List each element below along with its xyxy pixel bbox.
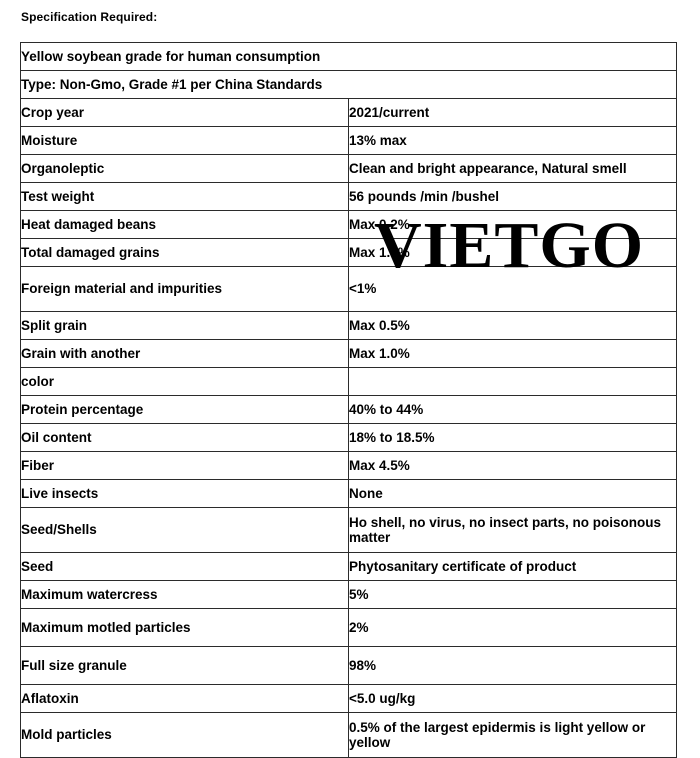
table-row: Moisture 13% max [20,126,677,155]
row-value: 5% [348,580,677,609]
row-label: Test weight [20,182,349,211]
table-row: Maximum motled particles 2% [20,608,677,647]
specification-document: Specification Required: Yellow soybean g… [20,10,677,758]
product-type-cell: Type: Non-Gmo, Grade #1 per China Standa… [20,70,677,99]
row-label: Crop year [20,98,349,127]
row-value: 56 pounds /min /bushel [348,182,677,211]
table-row: Fiber Max 4.5% [20,451,677,480]
row-label: Split grain [20,311,349,340]
row-label: Grain with another [20,339,349,368]
table-row: Total damaged grains Max 1.0% [20,238,677,267]
row-label: Fiber [20,451,349,480]
row-value: Clean and bright appearance, Natural sme… [348,154,677,183]
table-row: Heat damaged beans Max 0.2% [20,210,677,239]
table-row-banner: Yellow soybean grade for human consumpti… [20,42,677,71]
row-value: Ho shell, no virus, no insect parts, no … [348,507,677,553]
row-value: 98% [348,646,677,685]
row-label: Moisture [20,126,349,155]
table-row: Aflatoxin <5.0 ug/kg [20,684,677,713]
row-value: 13% max [348,126,677,155]
row-value: 0.5% of the largest epidermis is light y… [348,712,677,758]
table-row: Grain with another Max 1.0% [20,339,677,368]
table-row: Protein percentage 40% to 44% [20,395,677,424]
table-row: Full size granule 98% [20,646,677,685]
table-row-banner: Type: Non-Gmo, Grade #1 per China Standa… [20,70,677,99]
table-row: Maximum watercress 5% [20,580,677,609]
row-value: Max 1.0% [348,238,677,267]
row-value [348,367,677,396]
specification-table-body: Yellow soybean grade for human consumpti… [20,42,677,758]
row-label: Aflatoxin [20,684,349,713]
row-value: Max 0.2% [348,210,677,239]
row-label: Maximum motled particles [20,608,349,647]
row-value: Phytosanitary certificate of product [348,552,677,581]
row-value: Max 0.5% [348,311,677,340]
row-label: Mold particles [20,712,349,758]
table-row: Crop year 2021/current [20,98,677,127]
row-label: Oil content [20,423,349,452]
row-label: color [20,367,349,396]
table-row: Split grain Max 0.5% [20,311,677,340]
specification-table: Yellow soybean grade for human consumpti… [20,42,677,758]
page-title: Specification Required: [21,10,158,24]
row-value: Max 4.5% [348,451,677,480]
row-label: Heat damaged beans [20,210,349,239]
table-row: Oil content 18% to 18.5% [20,423,677,452]
product-title-cell: Yellow soybean grade for human consumpti… [20,42,677,71]
table-row: Seed Phytosanitary certificate of produc… [20,552,677,581]
row-value: Max 1.0% [348,339,677,368]
table-row: Organoleptic Clean and bright appearance… [20,154,677,183]
row-value: None [348,479,677,508]
row-label: Seed/Shells [20,507,349,553]
row-label: Maximum watercress [20,580,349,609]
row-label: Full size granule [20,646,349,685]
row-value: 18% to 18.5% [348,423,677,452]
row-label: Protein percentage [20,395,349,424]
table-row: color [20,367,677,396]
row-label: Live insects [20,479,349,508]
table-row: Mold particles 0.5% of the largest epide… [20,712,677,758]
table-row: Seed/Shells Ho shell, no virus, no insec… [20,507,677,553]
row-value: 40% to 44% [348,395,677,424]
table-row: Foreign material and impurities <1% [20,266,677,312]
row-value: <1% [348,266,677,312]
row-label: Seed [20,552,349,581]
table-row: Test weight 56 pounds /min /bushel [20,182,677,211]
row-value: 2021/current [348,98,677,127]
row-value: <5.0 ug/kg [348,684,677,713]
row-label: Organoleptic [20,154,349,183]
row-value: 2% [348,608,677,647]
row-label: Foreign material and impurities [20,266,349,312]
row-label: Total damaged grains [20,238,349,267]
table-row: Live insects None [20,479,677,508]
